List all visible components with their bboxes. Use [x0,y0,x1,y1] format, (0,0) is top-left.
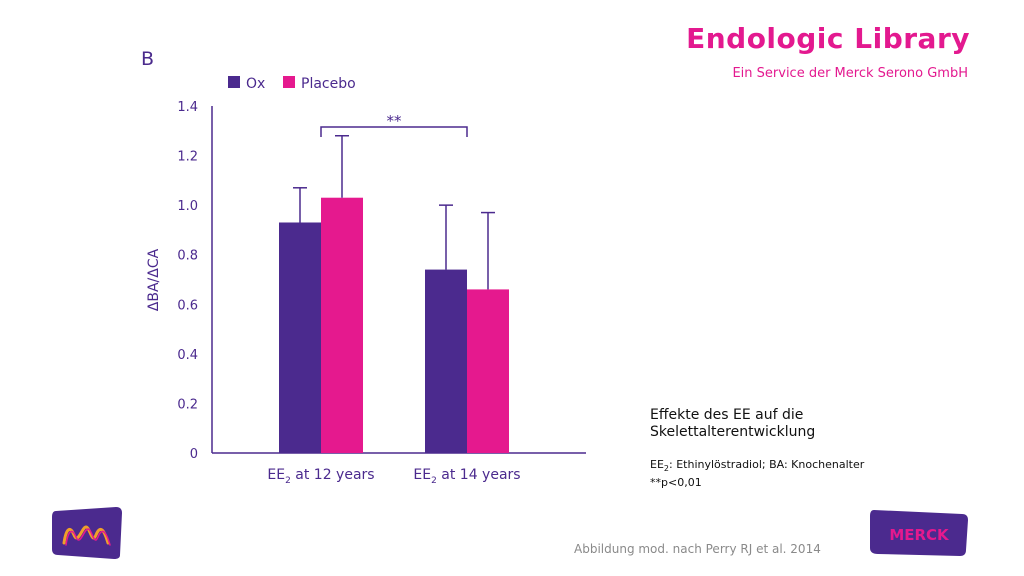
panel-letter: B [141,48,155,70]
brand-title: Endologic Library [686,22,970,55]
x-tick-label: EE2 at 12 years [267,467,374,486]
bar-ox-2 [425,269,467,453]
significance-label: ** [387,112,403,130]
y-tick-label: 1.4 [177,100,198,115]
bar-placebo-2 [467,289,509,453]
y-tick-label: 0.8 [177,249,198,264]
y-axis-label: ΔBA/ΔCA [146,248,162,311]
description-notes: EE2: Ethinylöstradiol; BA: Knochenalter … [650,458,980,490]
abbrev-rest: : Ethinylöstradiol; BA: Knochenalter [669,458,865,471]
abbrev-prefix: EE [650,458,664,471]
y-tick-label: 1.2 [177,150,198,165]
merck-logo-text: MERCK [889,526,950,544]
brand-subtitle: Ein Service der Merck Serono GmbH [732,66,968,81]
abbreviation-line: EE2: Ethinylöstradiol; BA: Knochenalter [650,458,980,476]
significance-note: **p<0,01 [650,476,702,490]
figure-credit: Abbildung mod. nach Perry RJ et al. 2014 [574,542,821,556]
legend-label-ox: Ox [246,76,265,92]
legend-swatch-ox [228,76,240,88]
y-tick-label: 0.6 [177,298,198,313]
y-tick-label: 1.0 [177,199,198,214]
abbrev-sub: 2 [663,464,669,474]
merck-m-logo-icon [52,507,122,559]
merck-logo-icon: MERCK [870,510,968,556]
y-tick-label: 0.2 [177,397,198,412]
y-tick-label: 0.4 [177,348,198,363]
significance-bracket [320,126,468,137]
description-title: Effekte des EE auf die Skelettalterentwi… [650,407,816,440]
y-tick-label: 0 [190,447,198,462]
x-tick-label: EE2 at 14 years [413,467,520,486]
bar-placebo-1 [321,197,363,453]
legend-label-placebo: Placebo [301,76,356,92]
bar-ox-1 [279,222,321,453]
legend-swatch-placebo [283,76,295,88]
